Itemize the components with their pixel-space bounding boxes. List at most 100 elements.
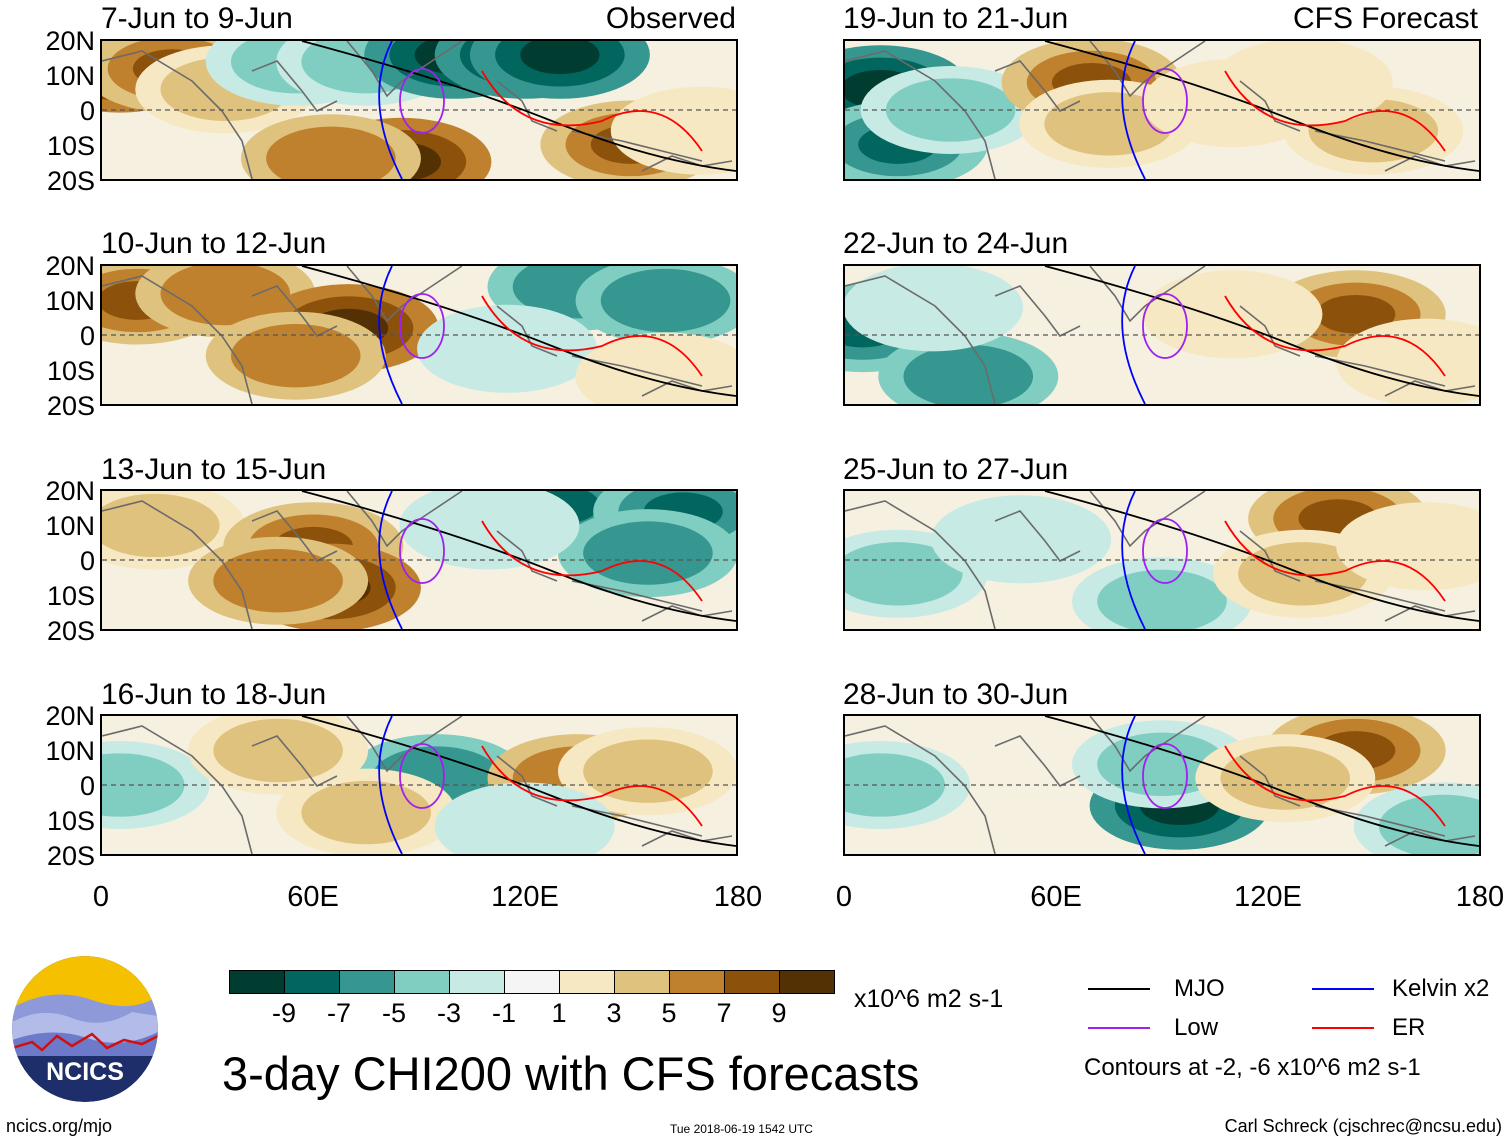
panel-title-2: 10-Jun to 12-Jun	[101, 227, 327, 260]
lat-label: 0	[79, 771, 95, 801]
colorbar-bin	[559, 970, 615, 994]
lat-label: 20S	[46, 166, 95, 196]
map-panel-7	[843, 489, 1481, 631]
lat-label: 10N	[45, 511, 95, 541]
map-panel-8	[843, 714, 1481, 856]
lat-label: 20N	[45, 251, 95, 281]
lat-label: 20S	[46, 616, 95, 646]
colorbar-bin	[284, 970, 340, 994]
colorbar-bin	[449, 970, 505, 994]
shading-blob	[583, 521, 713, 585]
lat-label: 10S	[46, 581, 95, 611]
lat-label: 10S	[46, 806, 95, 836]
shading-blob	[1212, 41, 1393, 127]
lat-label: 10N	[45, 286, 95, 316]
shading-blob	[1336, 318, 1479, 404]
kelvin-contour	[378, 491, 403, 629]
low-contour	[1142, 518, 1188, 584]
lat-label: 20S	[46, 841, 95, 871]
lat-label: 20N	[45, 476, 95, 506]
lat-label: 0	[79, 96, 95, 126]
panel-title-5: 19-Jun to 21-Jun	[843, 2, 1069, 35]
kelvin-contour	[1121, 716, 1146, 854]
legend-line-kelvin	[1312, 988, 1374, 990]
colorbar-bin	[229, 970, 285, 994]
contour-note: Contours at -2, -6 x10^6 m2 s-1	[1084, 1054, 1421, 1081]
lat-label: 10S	[46, 356, 95, 386]
legend-label-low: Low	[1174, 1014, 1219, 1041]
footer-author: Carl Schreck (cjschrec@ncsu.edu)	[1224, 1116, 1502, 1136]
ncics-logo: NCICS	[12, 956, 158, 1102]
colorbar-label: -3	[436, 998, 461, 1028]
lon-label-180-left: 180	[713, 881, 763, 913]
shading-blob	[102, 493, 220, 558]
shading-blob	[885, 78, 1016, 142]
kelvin-contour	[378, 266, 403, 404]
map-panel-2	[100, 264, 738, 406]
colorbar-label: -9	[271, 998, 296, 1028]
legend-label-er: ER	[1392, 1014, 1426, 1041]
map-panel-3	[100, 489, 738, 631]
map-panel-4	[100, 714, 738, 856]
er-contour	[1224, 520, 1446, 602]
legend-line-low	[1088, 1027, 1150, 1029]
shading-blob	[845, 266, 1024, 352]
footer-timestamp: Tue 2018-06-19 1542 UTC	[670, 1122, 813, 1136]
shading-blob	[575, 332, 736, 404]
er-contour	[1224, 745, 1446, 827]
colorbar-label: 1	[551, 998, 567, 1028]
low-contour	[399, 743, 445, 809]
figure-title: 3-day CHI200 with CFS forecasts	[222, 1047, 920, 1100]
colorbar-bin	[724, 970, 780, 994]
shading-blob	[1142, 270, 1323, 359]
lat-label: 0	[79, 321, 95, 351]
colorbar-bin	[669, 970, 725, 994]
legend-label-kelvin: Kelvin x2	[1392, 975, 1490, 1002]
colorbar-label: 5	[661, 998, 677, 1028]
shading-blob	[845, 542, 963, 606]
low-contour	[1142, 293, 1188, 359]
shading-blob	[1044, 92, 1174, 156]
low-contour	[1142, 68, 1188, 134]
forecast-label: CFS Forecast	[1292, 2, 1478, 35]
shading-blob	[1097, 569, 1227, 629]
er-contour	[1224, 295, 1446, 377]
panel-title-7: 25-Jun to 27-Jun	[843, 453, 1069, 486]
shading-blob	[931, 495, 1112, 584]
shading-blob	[230, 324, 361, 388]
legend-line-mjo	[1088, 988, 1150, 990]
colorbar-label: 3	[606, 998, 622, 1028]
lon-label-180-right: 180	[1455, 881, 1505, 913]
er-contour	[481, 70, 703, 152]
shading-blob	[1220, 746, 1351, 810]
lon-label-120e-left: 120E	[491, 881, 559, 913]
kelvin-contour	[378, 716, 403, 854]
shading-blob	[1336, 502, 1479, 591]
er-contour	[481, 295, 703, 377]
shading-blob	[845, 753, 946, 817]
map-panel-6	[843, 264, 1481, 406]
shading-blob	[213, 549, 343, 613]
shading-blob	[1316, 294, 1396, 334]
low-contour	[399, 518, 445, 584]
map-panel-5	[843, 39, 1481, 181]
lon-label-60e-left: 60E	[287, 881, 339, 913]
lon-label-0-right: 0	[835, 881, 853, 913]
shading-blob	[102, 753, 185, 817]
colorbar-bin	[394, 970, 450, 994]
map-panel-1	[100, 39, 738, 181]
er-contour	[481, 520, 703, 602]
colorbar-label: 7	[716, 998, 732, 1028]
logo-text: NCICS	[46, 1058, 124, 1086]
lat-label: 10N	[45, 61, 95, 91]
observed-label: Observed	[605, 2, 736, 35]
panel-title-4: 16-Jun to 18-Jun	[101, 678, 327, 711]
kelvin-contour	[1121, 266, 1146, 404]
lat-label: 20N	[45, 26, 95, 56]
shading-blob	[1097, 732, 1227, 796]
panel-title-8: 28-Jun to 30-Jun	[843, 678, 1069, 711]
panel-title-3: 13-Jun to 15-Jun	[101, 453, 327, 486]
lat-label: 10S	[46, 131, 95, 161]
shading-blob	[213, 718, 343, 783]
low-contour	[399, 293, 445, 359]
